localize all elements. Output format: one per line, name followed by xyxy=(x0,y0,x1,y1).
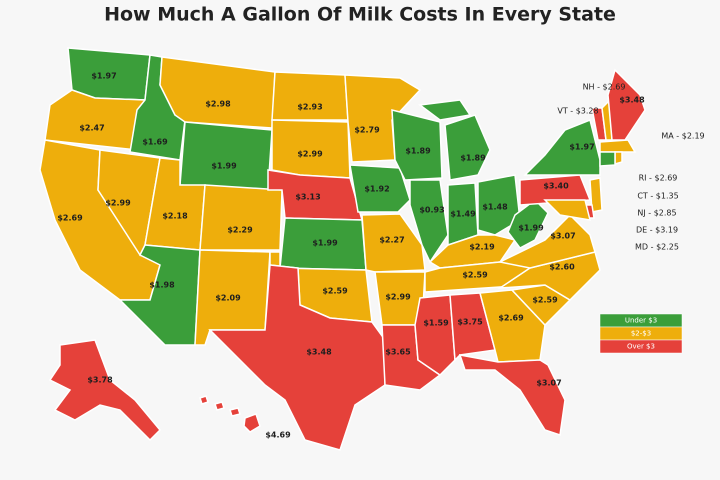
state xyxy=(497,213,596,269)
state xyxy=(271,71,349,121)
state-price: $1.59 xyxy=(423,319,449,328)
state-price: $2.47 xyxy=(79,124,104,133)
state-price: $1.48 xyxy=(482,203,508,212)
state xyxy=(44,89,146,151)
state xyxy=(391,109,443,181)
state-price: $2.09 xyxy=(215,294,241,303)
state-price: $2.69 xyxy=(57,214,83,223)
state-price: $2.19 xyxy=(469,243,495,252)
state-price: $2.99 xyxy=(297,150,323,159)
state xyxy=(179,121,273,191)
state-price: $2.60 xyxy=(549,263,575,272)
state-callout: MD - $2.25 xyxy=(635,243,679,252)
state-price: $2.27 xyxy=(379,236,404,245)
state xyxy=(519,174,592,206)
state-price: $3.65 xyxy=(385,348,411,357)
state-price: $2.29 xyxy=(227,226,253,235)
state xyxy=(208,264,386,451)
state-price: $2.99 xyxy=(385,293,411,302)
state xyxy=(361,213,426,273)
state xyxy=(349,164,411,213)
title: How Much A Gallon Of Milk Costs In Every… xyxy=(104,4,616,26)
state-price: $3.48 xyxy=(619,96,645,105)
state-callout: CT - $1.35 xyxy=(637,192,678,201)
state xyxy=(614,151,623,165)
state-callout: DE - $3.19 xyxy=(636,226,678,235)
state-price: $1.99 xyxy=(518,224,544,233)
state-price: $1.97 xyxy=(91,72,116,81)
state-price: $1.89 xyxy=(460,154,486,163)
state xyxy=(543,199,592,221)
state-price: $2.93 xyxy=(297,103,322,112)
state-price: $3.78 xyxy=(87,376,113,385)
state-price: $3.13 xyxy=(295,193,320,202)
state-callout: MA - $2.19 xyxy=(661,132,704,141)
state-price: $1.49 xyxy=(450,210,476,219)
state xyxy=(418,99,491,181)
state-price: $3.75 xyxy=(457,318,483,327)
state-price: $3.07 xyxy=(536,379,561,388)
state-price: $2.18 xyxy=(162,212,188,221)
legend-swatch xyxy=(599,339,683,354)
state-price: $1.98 xyxy=(149,281,175,290)
state-price: $2.59 xyxy=(532,296,558,305)
state-price: $2.59 xyxy=(322,287,348,296)
state-price: $1.97 xyxy=(569,143,594,152)
state-price: $1.89 xyxy=(405,147,431,156)
legend-label: $2-$3 xyxy=(631,330,651,338)
state xyxy=(599,139,637,153)
state xyxy=(523,118,601,176)
state-price: $2.59 xyxy=(462,271,488,280)
state-price: $3.40 xyxy=(543,182,569,191)
state-price: $3.48 xyxy=(306,348,332,357)
state-price: $0.93 xyxy=(419,206,444,215)
state xyxy=(199,184,283,251)
legend: Under $3 $2-$3 Over $3 xyxy=(599,313,683,354)
legend-label: Over $3 xyxy=(627,343,655,351)
state-price: $1.92 xyxy=(364,185,389,194)
legend-label: Under $3 xyxy=(625,317,657,325)
labels: $1.97 $2.47 $2.69 $1.69 $2.99 $2.98 $1.99 $2.18… xyxy=(57,72,704,440)
state xyxy=(48,339,162,442)
state-price: $2.69 xyxy=(498,314,524,323)
state-price: $1.99 xyxy=(211,162,237,171)
state-price: $1.69 xyxy=(142,138,168,147)
state-price: $2.98 xyxy=(205,100,231,109)
state-callout: VT - $3.28 xyxy=(557,107,598,116)
state xyxy=(477,174,521,236)
state-price: $2.99 xyxy=(105,199,131,208)
state-price: $3.07 xyxy=(550,232,575,241)
state xyxy=(199,395,261,433)
state-price: $1.99 xyxy=(312,239,338,248)
state-price: $2.79 xyxy=(354,126,380,135)
state xyxy=(599,151,616,167)
state-price: $4.69 xyxy=(265,431,291,440)
state-callout: NJ - $2.85 xyxy=(637,209,676,218)
states xyxy=(39,47,646,451)
state-callout: NH - $2.69 xyxy=(583,83,626,92)
state xyxy=(589,177,603,213)
state xyxy=(458,354,566,436)
state-callout: RI - $2.69 xyxy=(639,174,678,183)
